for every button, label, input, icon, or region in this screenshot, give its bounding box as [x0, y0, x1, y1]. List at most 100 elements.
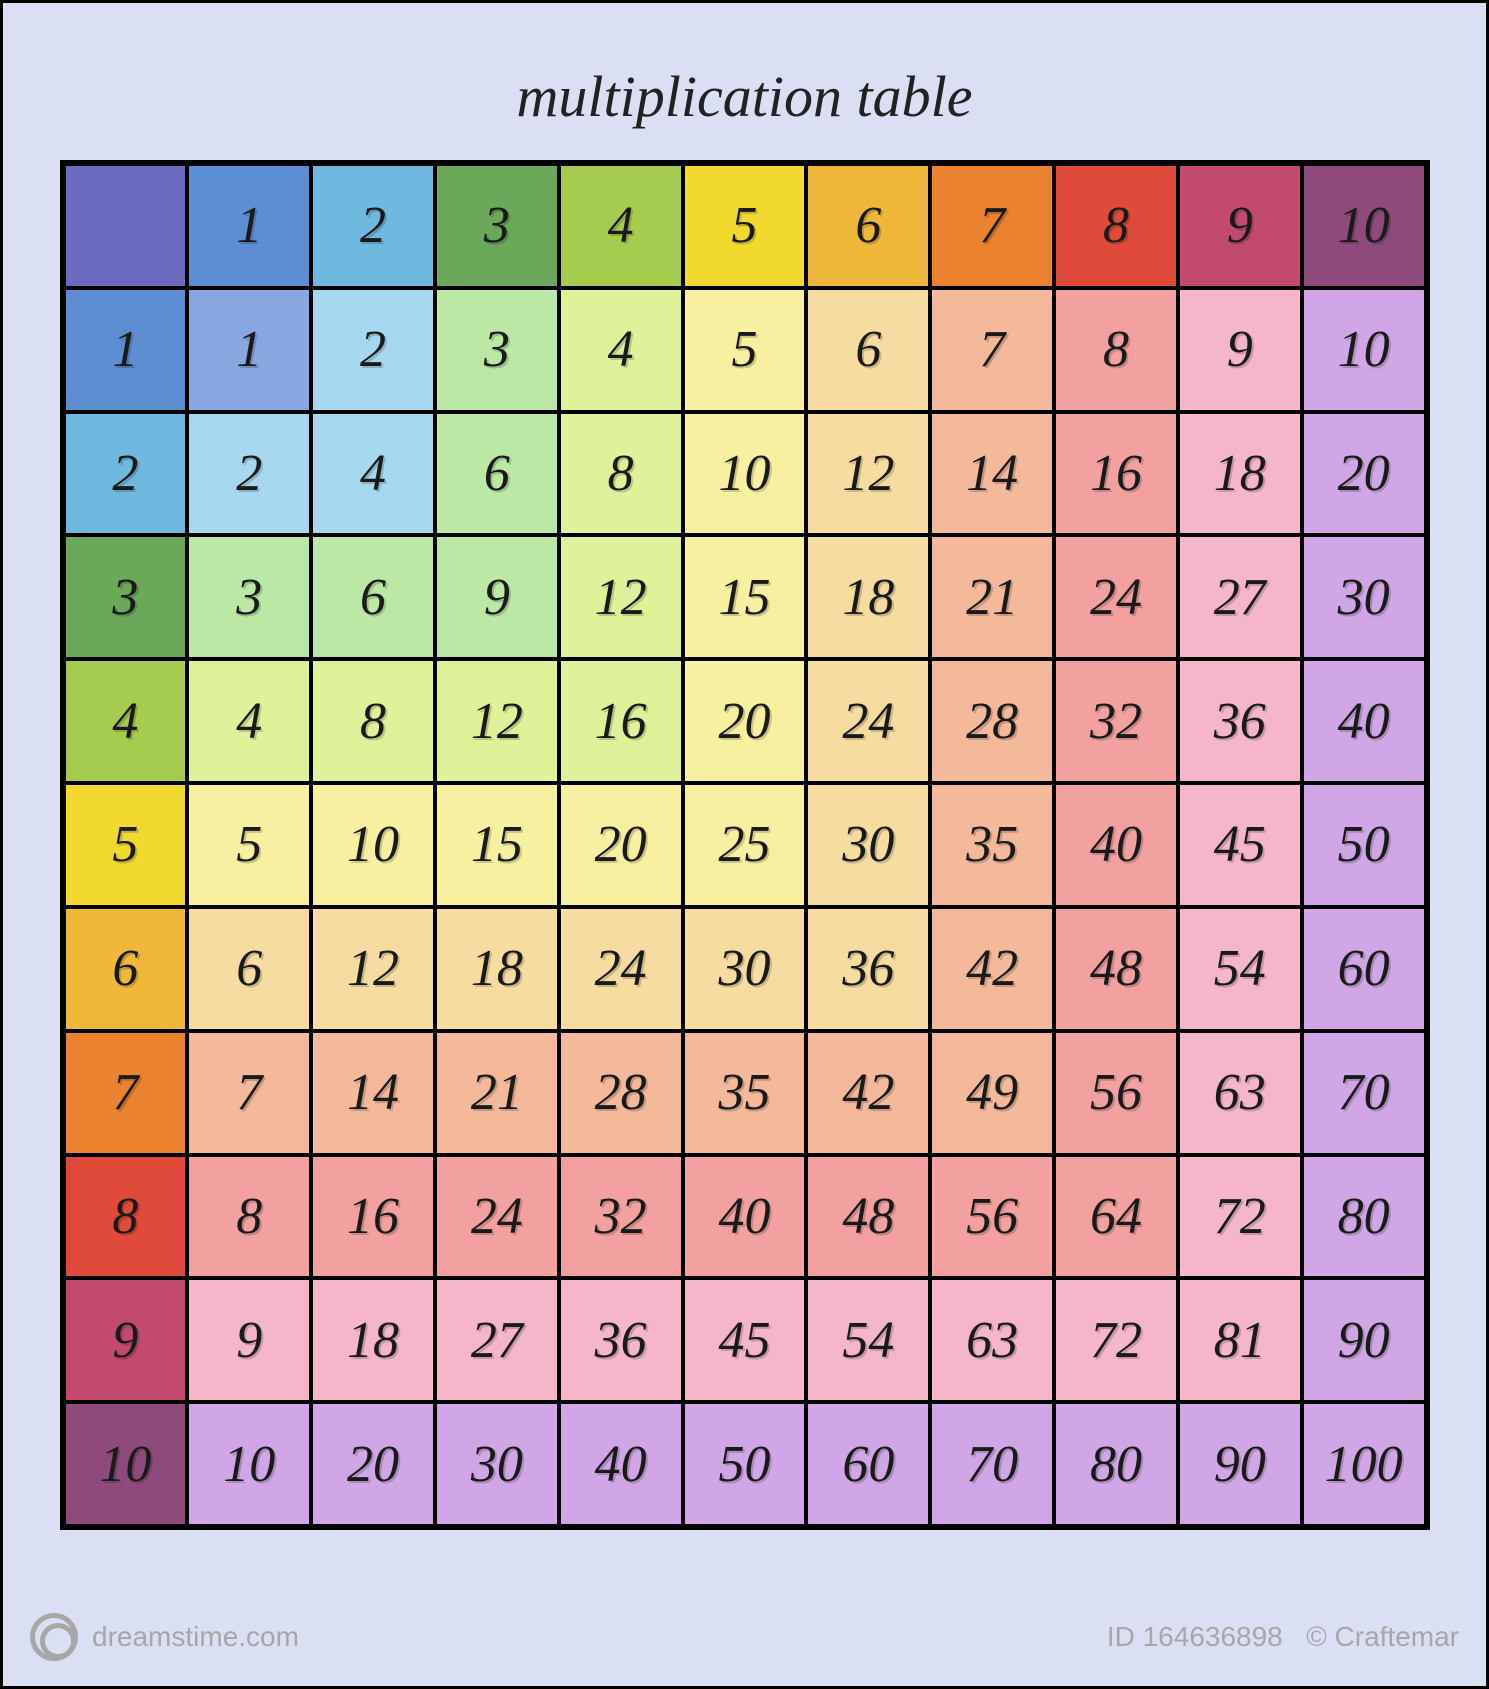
header-cell: 9: [64, 1278, 188, 1402]
value-cell: 10: [187, 1402, 311, 1526]
header-cell: 4: [64, 659, 188, 783]
value-cell: 48: [1054, 907, 1178, 1031]
chart-title: multiplication table: [517, 63, 973, 130]
value-cell: 10: [1302, 288, 1426, 412]
value-cell: 25: [683, 783, 807, 907]
value-cell: 20: [311, 1402, 435, 1526]
value-cell: 36: [559, 1278, 683, 1402]
header-cell: 10: [64, 1402, 188, 1526]
value-cell: 40: [683, 1155, 807, 1279]
value-cell: 16: [1054, 412, 1178, 536]
value-cell: 12: [311, 907, 435, 1031]
value-cell: 5: [683, 288, 807, 412]
value-cell: 4: [559, 288, 683, 412]
header-cell: 6: [64, 907, 188, 1031]
value-cell: 24: [1054, 535, 1178, 659]
multiplication-grid: 1234567891011234567891022468101214161820…: [60, 160, 1430, 1530]
value-cell: 63: [1178, 1031, 1302, 1155]
header-cell: 4: [559, 164, 683, 288]
value-cell: 14: [311, 1031, 435, 1155]
logo-icon: [30, 1613, 78, 1661]
value-cell: 24: [559, 907, 683, 1031]
value-cell: 28: [559, 1031, 683, 1155]
value-cell: 6: [435, 412, 559, 536]
value-cell: 6: [187, 907, 311, 1031]
value-cell: 16: [311, 1155, 435, 1279]
value-cell: 6: [806, 288, 930, 412]
value-cell: 36: [1178, 659, 1302, 783]
watermark-left: dreamstime.com: [30, 1613, 299, 1661]
header-cell: 5: [64, 783, 188, 907]
value-cell: 15: [435, 783, 559, 907]
value-cell: 12: [435, 659, 559, 783]
value-cell: 49: [930, 1031, 1054, 1155]
header-cell: 7: [930, 164, 1054, 288]
header-cell: 2: [64, 412, 188, 536]
value-cell: 8: [311, 659, 435, 783]
header-cell: 7: [64, 1031, 188, 1155]
value-cell: 56: [930, 1155, 1054, 1279]
value-cell: 60: [1302, 907, 1426, 1031]
value-cell: 32: [1054, 659, 1178, 783]
header-cell: 10: [1302, 164, 1426, 288]
header-cell: 1: [64, 288, 188, 412]
value-cell: 54: [806, 1278, 930, 1402]
value-cell: 4: [311, 412, 435, 536]
value-cell: 80: [1054, 1402, 1178, 1526]
value-cell: 28: [930, 659, 1054, 783]
header-cell: [64, 164, 188, 288]
watermark-id: ID 164636898: [1107, 1621, 1283, 1652]
value-cell: 2: [311, 288, 435, 412]
value-cell: 81: [1178, 1278, 1302, 1402]
value-cell: 8: [1054, 288, 1178, 412]
value-cell: 18: [1178, 412, 1302, 536]
value-cell: 72: [1054, 1278, 1178, 1402]
value-cell: 4: [187, 659, 311, 783]
header-cell: 8: [1054, 164, 1178, 288]
value-cell: 6: [311, 535, 435, 659]
value-cell: 18: [435, 907, 559, 1031]
value-cell: 50: [1302, 783, 1426, 907]
header-cell: 8: [64, 1155, 188, 1279]
value-cell: 70: [930, 1402, 1054, 1526]
value-cell: 60: [806, 1402, 930, 1526]
value-cell: 80: [1302, 1155, 1426, 1279]
value-cell: 48: [806, 1155, 930, 1279]
value-cell: 30: [683, 907, 807, 1031]
value-cell: 8: [559, 412, 683, 536]
watermark-footer: dreamstime.com ID 164636898 © Craftemar: [0, 1613, 1489, 1661]
value-cell: 10: [311, 783, 435, 907]
value-cell: 40: [1302, 659, 1426, 783]
value-cell: 32: [559, 1155, 683, 1279]
value-cell: 18: [311, 1278, 435, 1402]
value-cell: 5: [187, 783, 311, 907]
value-cell: 70: [1302, 1031, 1426, 1155]
value-cell: 20: [1302, 412, 1426, 536]
value-cell: 7: [930, 288, 1054, 412]
header-cell: 6: [806, 164, 930, 288]
value-cell: 10: [683, 412, 807, 536]
value-cell: 3: [187, 535, 311, 659]
value-cell: 15: [683, 535, 807, 659]
value-cell: 2: [187, 412, 311, 536]
header-cell: 9: [1178, 164, 1302, 288]
value-cell: 30: [1302, 535, 1426, 659]
value-cell: 12: [806, 412, 930, 536]
value-cell: 14: [930, 412, 1054, 536]
watermark-copy: ©: [1306, 1621, 1327, 1652]
header-cell: 3: [64, 535, 188, 659]
value-cell: 36: [806, 907, 930, 1031]
value-cell: 24: [806, 659, 930, 783]
value-cell: 9: [187, 1278, 311, 1402]
value-cell: 40: [559, 1402, 683, 1526]
value-cell: 20: [683, 659, 807, 783]
value-cell: 27: [1178, 535, 1302, 659]
value-cell: 100: [1302, 1402, 1426, 1526]
value-cell: 24: [435, 1155, 559, 1279]
value-cell: 35: [930, 783, 1054, 907]
value-cell: 90: [1178, 1402, 1302, 1526]
value-cell: 7: [187, 1031, 311, 1155]
value-cell: 64: [1054, 1155, 1178, 1279]
value-cell: 63: [930, 1278, 1054, 1402]
value-cell: 18: [806, 535, 930, 659]
